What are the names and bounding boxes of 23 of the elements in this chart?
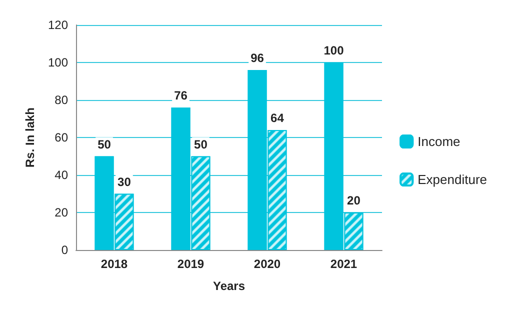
x-tick-label: 2018 [100,257,128,271]
y-tick-label: 120 [48,18,68,32]
x-tick-label: 2020 [254,257,281,271]
y-tick-label: 60 [54,130,68,144]
legend-label: Expenditure [418,172,488,187]
x-tick-label: 2019 [177,257,204,271]
data-label: 30 [118,174,132,189]
y-tick-label: 20 [54,206,68,220]
data-label: 96 [250,51,264,65]
y-tick-label: 80 [54,93,68,107]
y-axis-title: Rs. In lakh [23,107,37,168]
x-axis-title: Years [212,279,246,293]
y-tick-label: 100 [48,56,68,70]
data-label: 50 [98,137,112,152]
data-label: 50 [194,137,208,152]
y-tick-label: 0 [61,243,68,257]
y-tick-label: 40 [54,168,68,182]
data-label: 76 [174,88,188,102]
data-label: 64 [270,111,284,125]
data-label: 100 [324,44,344,58]
data-label: 20 [347,194,361,208]
x-tick-label: 2021 [330,257,358,271]
legend-label: Income [418,134,460,149]
